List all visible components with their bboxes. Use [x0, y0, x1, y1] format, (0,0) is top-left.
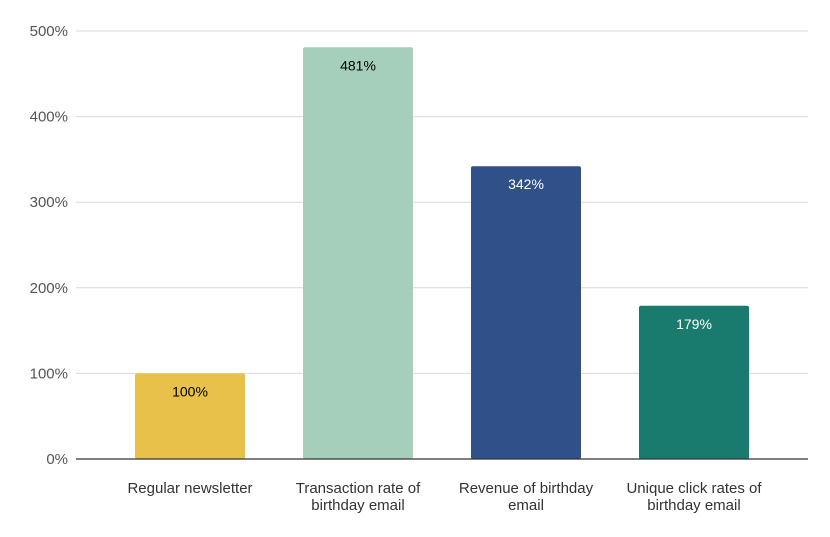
data-label: 179%: [676, 316, 712, 332]
y-tick-label: 400%: [30, 109, 68, 126]
x-category-label-line: Unique click rates of: [626, 480, 762, 497]
x-category-label-line: email: [508, 497, 544, 514]
bar: [135, 373, 245, 459]
bar: [303, 47, 413, 459]
data-label: 100%: [172, 383, 208, 399]
x-category-label: Revenue of birthday email: [459, 480, 594, 514]
data-label: 342%: [508, 176, 544, 192]
x-category-label-line: birthday email: [311, 497, 404, 514]
x-category-label: Unique click rates of birthday email: [626, 480, 762, 514]
x-category-label: Regular newsletter: [127, 480, 252, 497]
y-tick-label: 0%: [46, 451, 68, 468]
bar: [471, 166, 581, 460]
x-category-label: Transaction rate of birthday email: [296, 480, 421, 514]
x-category-label-line: Transaction rate of: [296, 480, 421, 497]
y-tick-label: 100%: [30, 365, 68, 382]
bar: [639, 305, 749, 459]
y-tick-label: 500%: [30, 23, 68, 40]
x-category-label-line: birthday email: [647, 497, 740, 514]
x-category-label-line: Regular newsletter: [127, 480, 252, 497]
data-label: 481%: [340, 57, 376, 73]
y-tick-label: 300%: [30, 194, 68, 211]
y-tick-label: 200%: [30, 280, 68, 297]
x-category-label-line: Revenue of birthday: [459, 480, 594, 497]
